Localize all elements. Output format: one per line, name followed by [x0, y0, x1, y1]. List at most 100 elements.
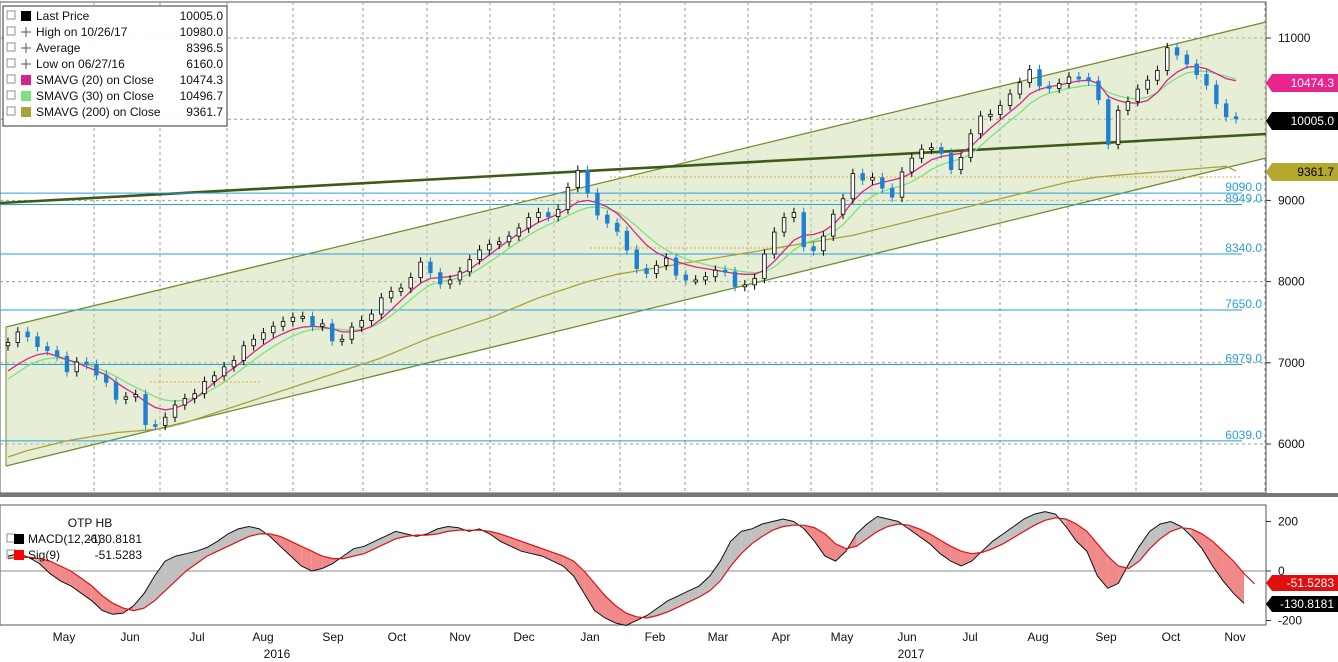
x-axis: May Jun Jul Aug Sep Oct Nov Dec Jan Feb Mar Apr May J… [53, 630, 1246, 661]
level-label: 8340.0 [1225, 241, 1262, 255]
candle-body [280, 320, 286, 327]
legend-value: 9361.7 [186, 105, 223, 119]
candle-body [555, 208, 561, 218]
legend-checkbox[interactable] [6, 58, 16, 68]
candle-body [909, 157, 915, 173]
x-tick-label: Feb [645, 630, 666, 644]
macd-fill-segment [322, 556, 333, 569]
legend-checkbox[interactable] [6, 74, 16, 84]
candle-body [5, 342, 11, 347]
legend-value: 10474.3 [180, 73, 224, 87]
y-tick-label: 9000 [1278, 193, 1305, 207]
macd-fill-segment [91, 585, 103, 611]
x-tick-label: Mar [708, 630, 729, 644]
macd-fill-segment [1034, 511, 1045, 526]
candle-body [231, 359, 237, 368]
candle-body [300, 316, 305, 319]
legend-value: 10980.0 [180, 25, 224, 39]
macd-fill-segment [605, 595, 616, 623]
value-tag-label: -51.5283 [1287, 576, 1335, 590]
candle-body [182, 398, 188, 406]
macd-fill-segment [1076, 523, 1087, 552]
legend-swatch [14, 534, 24, 544]
candle-body [634, 249, 639, 270]
macd-fill-segment [950, 546, 962, 567]
candle-body [850, 173, 856, 200]
legend-label: SMAVG (20) on Close [36, 73, 154, 87]
macd-fill-segment [49, 561, 61, 581]
price-legend: Last Price 10005.0 High on 10/26/17 10980.0… [2, 5, 228, 127]
macd-fill-segment [751, 523, 763, 544]
candle-body [153, 424, 158, 427]
candle-body [1096, 80, 1101, 101]
macd-fill [8, 511, 1244, 626]
legend-label: High on 10/26/17 [36, 25, 128, 39]
candle-body [45, 346, 50, 352]
candle-body [447, 279, 453, 285]
candle-body [1027, 69, 1032, 84]
legend-label: MACD(12,26) [28, 532, 101, 546]
candle-body [968, 133, 973, 158]
macd-fill-segment [196, 547, 208, 564]
price-candles [5, 42, 1239, 431]
candle-body [1017, 82, 1023, 95]
candle-body [369, 313, 374, 321]
candle-body [919, 148, 924, 159]
legend-swatch [14, 550, 24, 560]
value-tag-label: -130.8181 [1280, 597, 1334, 611]
candle-body [860, 173, 865, 181]
macd-fill-segment [154, 561, 166, 601]
macd-fill-segment [70, 571, 82, 594]
legend-checkbox[interactable] [6, 42, 16, 52]
value-tag [1266, 575, 1338, 591]
macd-fill-segment [961, 551, 972, 567]
macd-fill-segment [730, 531, 742, 567]
value-tag-label: 10005.0 [1291, 114, 1335, 128]
macd-line [7, 511, 1245, 627]
legend-label: Sig(9) [28, 548, 60, 562]
panel-divider[interactable] [0, 493, 1338, 497]
level-label: 6039.0 [1225, 428, 1262, 442]
candle-body [290, 316, 296, 322]
macd-fill-segment [374, 536, 386, 549]
signal-line [7, 517, 1255, 619]
macd-fill-segment [165, 556, 176, 591]
legend-label: Low on 06/27/16 [36, 57, 125, 71]
candle-body [732, 271, 738, 287]
candle-body [703, 276, 708, 281]
candle-body [1047, 85, 1052, 89]
macd-fill-segment [280, 536, 291, 557]
candle-body [1214, 84, 1219, 105]
legend-swatch [21, 11, 31, 21]
candle-body [212, 375, 217, 382]
channel-upper-line [5, 21, 1267, 328]
x-tick-label: Nov [1224, 630, 1245, 644]
sma30-line [7, 70, 1237, 402]
candle-body [840, 198, 846, 215]
candle-body [221, 366, 227, 377]
legend-checkbox[interactable] [6, 26, 16, 36]
candle-body [25, 331, 30, 338]
macd-fill-segment [385, 531, 396, 544]
x-tick-label: Jun [120, 630, 139, 644]
candle-body [752, 277, 757, 286]
legend-checkbox[interactable] [6, 90, 16, 100]
legend-checkbox[interactable] [6, 10, 16, 20]
candle-body [821, 235, 826, 252]
legend-checkbox[interactable] [6, 106, 16, 116]
candle-body [880, 177, 885, 189]
x-tick-label: Jul [189, 630, 204, 644]
macd-fill-segment [1223, 551, 1234, 594]
candle-body [781, 217, 787, 233]
candle-body [408, 277, 413, 289]
macd-fill-segment [1128, 546, 1140, 569]
channel-lower-line [5, 157, 1267, 467]
macd-fill-segment [657, 600, 668, 616]
candle-body [889, 187, 895, 198]
x-tick-label: Sep [1095, 630, 1117, 644]
y-tick-label: 8000 [1278, 275, 1305, 289]
candle-body [1184, 54, 1190, 65]
macd-fill-segment [762, 521, 773, 537]
macd-fill-segment [1170, 521, 1182, 532]
